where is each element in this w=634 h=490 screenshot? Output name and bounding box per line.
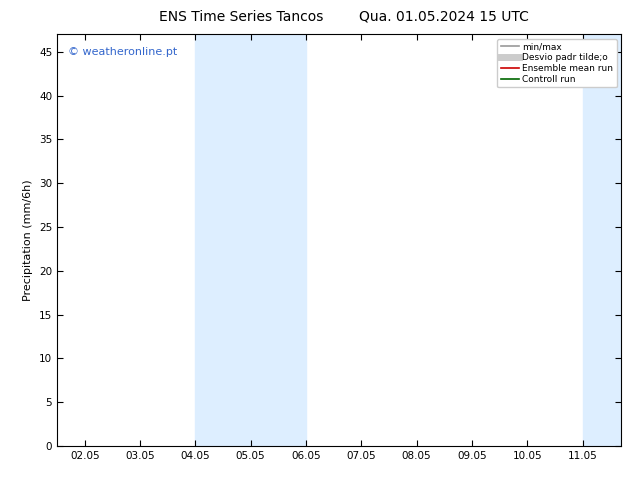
Legend: min/max, Desvio padr tilde;o, Ensemble mean run, Controll run: min/max, Desvio padr tilde;o, Ensemble m… — [497, 39, 617, 87]
Bar — [195, 34, 250, 446]
Text: Qua. 01.05.2024 15 UTC: Qua. 01.05.2024 15 UTC — [359, 10, 529, 24]
Bar — [250, 34, 306, 446]
Bar — [583, 34, 634, 446]
Y-axis label: Precipitation (mm/6h): Precipitation (mm/6h) — [23, 179, 34, 301]
Text: ENS Time Series Tancos: ENS Time Series Tancos — [158, 10, 323, 24]
Text: © weatheronline.pt: © weatheronline.pt — [68, 47, 178, 57]
